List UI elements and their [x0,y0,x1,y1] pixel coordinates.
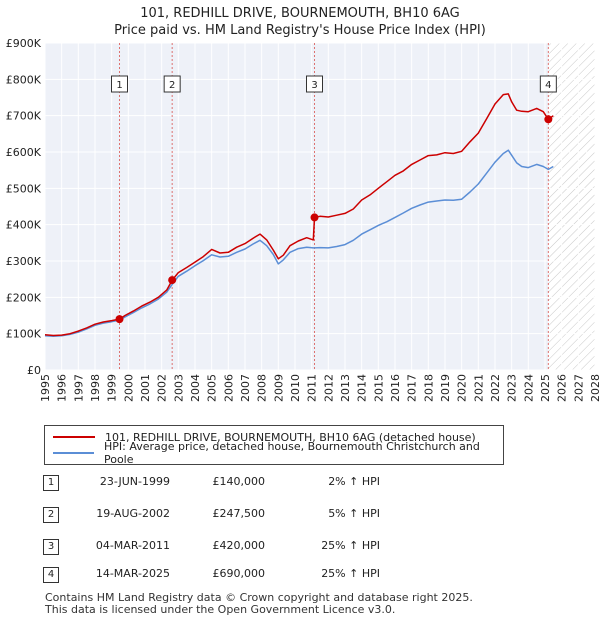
sale-marker-box [163,75,181,93]
legend-label-hpi: HPI: Average price, detached house, Bour… [103,440,480,466]
legend-item-property: 101, REDHILL DRIVE, BOURNEMOUTH, BH10 6A… [53,430,476,444]
x-tick-label: 2028 [589,374,600,402]
sale-price: £420,000 [212,539,266,552]
sale-hpi-diff: 2% ↑ HPI [328,475,380,488]
x-tick-label: 2012 [322,374,335,402]
sale-price: £140,000 [212,475,266,488]
footer-copyright: Contains HM Land Registry data © Crown c… [45,591,473,604]
x-tick-label: 2027 [572,374,585,402]
price-chart: £0 £100K £200K £300K £400K £500K £600K £700K £80… [6,37,600,402]
y-tick-label: £400K [6,219,42,232]
x-tick-label: 2001 [139,374,152,402]
sale-point [310,213,319,222]
x-tick-label: 2008 [256,374,269,402]
x-tick-label: 2015 [372,374,385,402]
sale-point [168,276,177,285]
sale-date: 14-MAR-2025 [95,567,170,580]
sale-number-badge: 4 [43,567,59,583]
x-tick-label: 1998 [89,374,102,402]
sale-row: 2 19-AUG-2002 £247,500 5% ↑ HPI [0,507,600,525]
y-tick-label: £100K [6,328,42,341]
x-tick-label: 2010 [289,374,302,402]
sale-marker-box [111,75,128,93]
x-tick-label: 1999 [106,374,119,402]
legend-item-hpi: HPI: Average price, detached house, Bour… [53,440,503,466]
y-tick-label: £900K [6,37,42,50]
x-tick-label: 2026 [556,374,569,402]
footer-licence: This data is licensed under the Open Gov… [45,603,396,616]
legend-swatch-property [53,436,95,438]
x-tick-label: 2025 [539,374,552,402]
y-tick-label: £700K [6,110,42,123]
x-tick-label: 2022 [489,374,502,402]
x-tick-label: 2014 [356,374,369,402]
sale-point [544,115,553,124]
legend-label-property: 101, REDHILL DRIVE, BOURNEMOUTH, BH10 6A… [105,430,476,444]
sale-marker-label: 3 [311,80,317,91]
sale-date: 19-AUG-2002 [96,507,170,520]
sale-hpi-diff: 25% ↑ HPI [321,539,380,552]
x-tick-label: 2000 [122,374,135,402]
future-region-hatch [548,43,595,370]
property-series-line [44,93,554,337]
x-tick-label: 1996 [56,374,69,402]
sale-row: 4 14-MAR-2025 £690,000 25% ↑ HPI [0,567,600,585]
y-tick-label: £600K [6,146,42,159]
x-tick-label: 2009 [272,374,285,402]
sale-point [115,315,124,324]
sale-marker-label: 2 [169,80,175,91]
x-tick-label: 2023 [506,374,519,402]
sale-date: 23-JUN-1999 [99,475,170,488]
x-tick-label: 2005 [206,374,219,402]
x-tick-label: 1997 [72,374,85,402]
sale-row: 3 04-MAR-2011 £420,000 25% ↑ HPI [0,539,600,557]
sale-hpi-diff: 25% ↑ HPI [321,567,380,580]
sale-row: 1 23-JUN-1999 £140,000 2% ↑ HPI [0,475,600,493]
x-tick-label: 2024 [522,374,535,402]
sale-price: £690,000 [212,567,266,580]
plot-background [45,43,595,370]
x-tick-label: 2006 [222,374,235,402]
y-tick-label: £300K [6,255,42,268]
chart-title: 101, REDHILL DRIVE, BOURNEMOUTH, BH10 6A… [140,6,460,21]
sale-number-badge: 3 [43,539,59,555]
legend-swatch-hpi [53,452,94,454]
sale-marker-box [539,75,557,93]
sale-marker-label: 4 [545,80,551,91]
y-tick-label: £500K [6,182,42,195]
x-tick-label: 2016 [389,374,402,402]
sale-marker-label: 1 [116,80,122,91]
x-tick-label: 2003 [172,374,185,402]
x-tick-label: 2017 [406,374,419,402]
x-tick-label: 1995 [39,374,52,402]
x-tick-label: 2007 [239,374,252,402]
sale-date: 04-MAR-2011 [95,539,170,552]
sale-hpi-diff: 5% ↑ HPI [328,507,380,520]
y-tick-label: £800K [6,73,42,86]
x-tick-label: 2002 [156,374,169,402]
sale-price: £247,500 [212,507,266,520]
y-tick-label: £0 [27,364,41,377]
y-tick-label: £200K [6,291,42,304]
x-tick-label: 2011 [306,374,319,402]
chart-subtitle: Price paid vs. HM Land Registry's House … [114,23,486,38]
hpi-series-line [44,149,554,337]
x-tick-label: 2004 [189,374,202,402]
sale-number-badge: 1 [43,475,59,491]
sale-number-badge: 2 [43,507,59,523]
x-tick-label: 2019 [439,374,452,402]
x-tick-label: 2021 [472,374,485,402]
x-tick-label: 2013 [339,374,352,402]
x-tick-label: 2018 [422,374,435,402]
sale-marker-box [306,75,323,93]
legend: 101, REDHILL DRIVE, BOURNEMOUTH, BH10 6A… [44,425,504,466]
x-tick-label: 2020 [456,374,469,402]
